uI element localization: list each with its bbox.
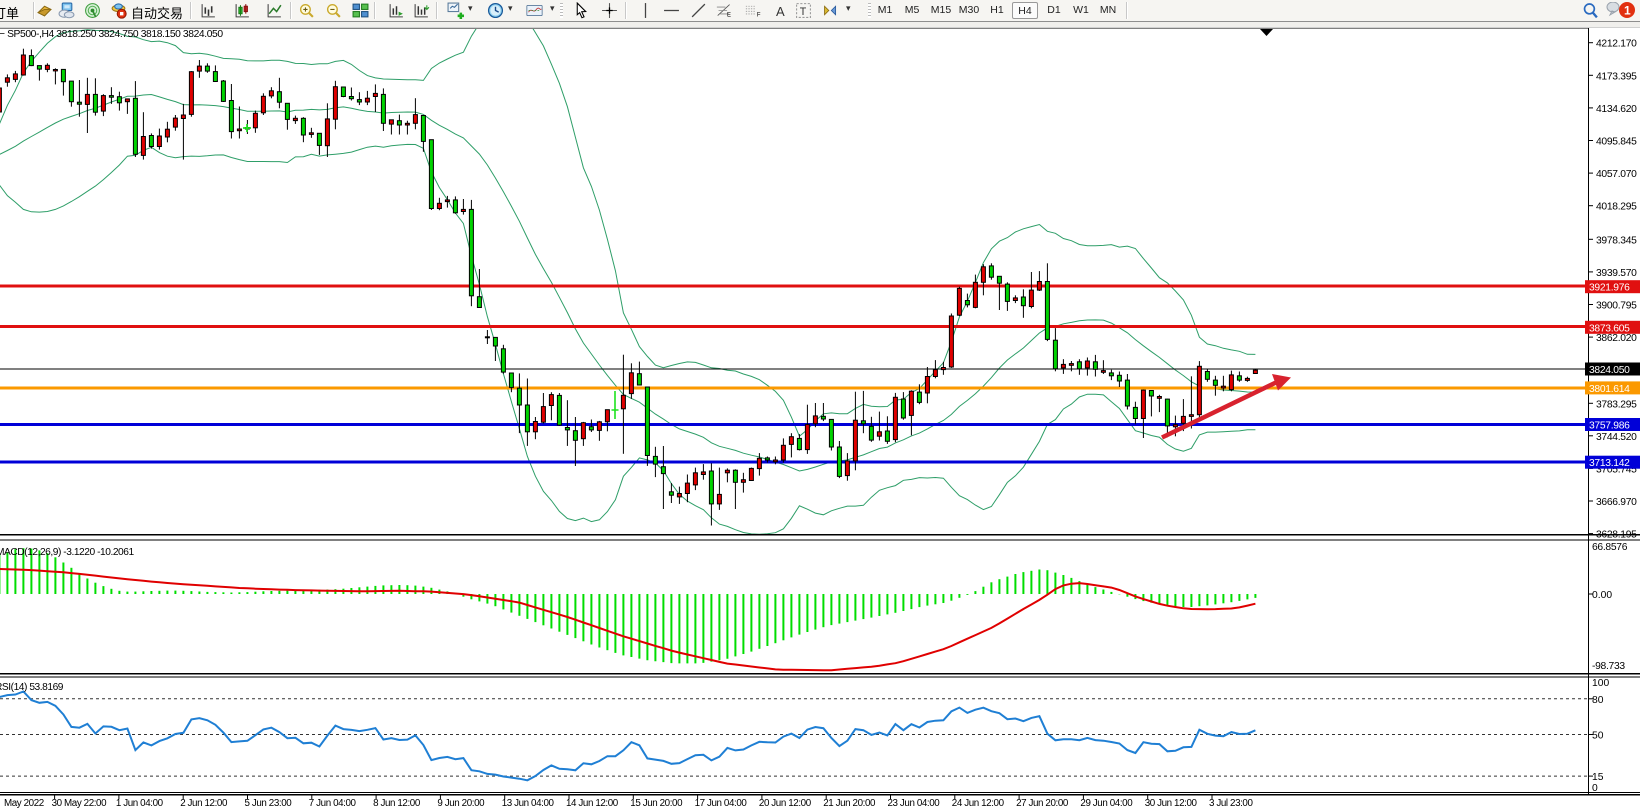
svg-text:15: 15: [1592, 772, 1604, 783]
svg-text:4018.295: 4018.295: [1596, 202, 1637, 213]
svg-text:0: 0: [1592, 783, 1598, 794]
svg-text:4057.070: 4057.070: [1596, 169, 1637, 180]
svg-text:20 Jun 12:00: 20 Jun 12:00: [759, 798, 812, 809]
svg-text:13 Jun 04:00: 13 Jun 04:00: [502, 798, 555, 809]
svg-text:4095.845: 4095.845: [1596, 137, 1637, 148]
svg-text:7 Jun 04:00: 7 Jun 04:00: [309, 798, 357, 809]
svg-text:3705.745: 3705.745: [1596, 464, 1637, 475]
svg-text:May 2022: May 2022: [4, 798, 44, 809]
svg-text:RSI(14) 53.8169: RSI(14) 53.8169: [0, 682, 64, 693]
svg-text:3783.295: 3783.295: [1596, 399, 1637, 410]
svg-text:4134.620: 4134.620: [1596, 104, 1637, 115]
svg-text:8 Jun 12:00: 8 Jun 12:00: [373, 798, 421, 809]
svg-text:T: T: [800, 6, 807, 18]
svg-text:15 Jun 20:00: 15 Jun 20:00: [630, 798, 683, 809]
svg-text:17 Jun 04:00: 17 Jun 04:00: [695, 798, 748, 809]
svg-text:100: 100: [1592, 678, 1609, 689]
svg-text:5 Jun 23:00: 5 Jun 23:00: [245, 798, 293, 809]
svg-text:4212.170: 4212.170: [1596, 39, 1637, 50]
svg-text:3744.520: 3744.520: [1596, 432, 1637, 443]
svg-text:3824.050: 3824.050: [1589, 365, 1630, 376]
svg-text:3978.345: 3978.345: [1596, 235, 1637, 246]
svg-text:3900.795: 3900.795: [1596, 301, 1637, 312]
svg-text:3862.020: 3862.020: [1596, 333, 1637, 344]
svg-text:E: E: [727, 12, 731, 18]
svg-text:4173.395: 4173.395: [1596, 71, 1637, 82]
svg-text:80: 80: [1592, 695, 1604, 706]
svg-text:3757.986: 3757.986: [1589, 421, 1630, 432]
svg-text:29 Jun 04:00: 29 Jun 04:00: [1080, 798, 1133, 809]
svg-text:-98.733: -98.733: [1592, 661, 1625, 672]
svg-text:3873.605: 3873.605: [1589, 323, 1630, 334]
svg-text:3 Jul 23:00: 3 Jul 23:00: [1209, 798, 1253, 809]
svg-text:3666.970: 3666.970: [1596, 497, 1637, 508]
svg-text:3713.142: 3713.142: [1589, 458, 1630, 469]
svg-text:− SP500-,H4 3818.250 3824.750: − SP500-,H4 3818.250 3824.750 3818.150 3…: [0, 29, 223, 40]
svg-text:30 Jun 12:00: 30 Jun 12:00: [1145, 798, 1198, 809]
svg-text:1: 1: [1624, 4, 1631, 18]
svg-text:2 Jun 12:00: 2 Jun 12:00: [180, 798, 228, 809]
svg-text:50: 50: [1592, 731, 1604, 742]
svg-text:27 Jun 20:00: 27 Jun 20:00: [1016, 798, 1069, 809]
svg-text:14 Jun 12:00: 14 Jun 12:00: [566, 798, 619, 809]
svg-text:3939.570: 3939.570: [1596, 268, 1637, 279]
svg-text:F: F: [757, 12, 761, 18]
svg-text:1 Jun 04:00: 1 Jun 04:00: [116, 798, 164, 809]
svg-text:23 Jun 04:00: 23 Jun 04:00: [888, 798, 941, 809]
svg-text:3801.614: 3801.614: [1589, 384, 1630, 395]
svg-text:21 Jun 20:00: 21 Jun 20:00: [823, 798, 876, 809]
svg-text:3921.976: 3921.976: [1589, 283, 1630, 294]
svg-text:9 Jun 20:00: 9 Jun 20:00: [437, 798, 485, 809]
svg-text:MACD(12,26,9) -3.1220 -10.2061: MACD(12,26,9) -3.1220 -10.2061: [0, 547, 134, 558]
svg-text:0.00: 0.00: [1592, 590, 1612, 601]
svg-text:66.8576: 66.8576: [1592, 542, 1628, 553]
svg-text:3628.195: 3628.195: [1596, 530, 1637, 541]
svg-text:30 May 22:00: 30 May 22:00: [52, 798, 108, 809]
svg-text:24 Jun 12:00: 24 Jun 12:00: [952, 798, 1005, 809]
